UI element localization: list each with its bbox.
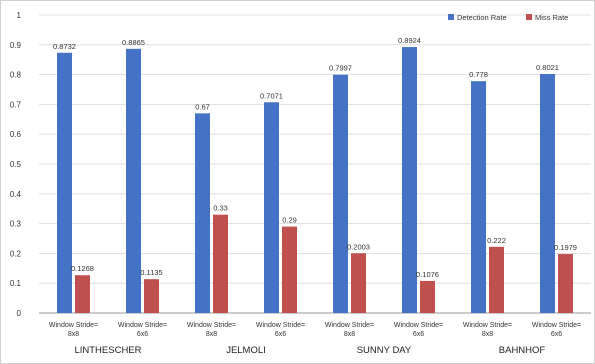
legend-swatch: [448, 14, 454, 20]
miss-rate-bar: [282, 226, 297, 313]
y-tick-label: 0.1: [10, 279, 22, 288]
detection-rate-label: 0.7071: [260, 91, 283, 100]
x-category-label: Window Stride= 6x6: [118, 322, 167, 338]
miss-rate-bar: [420, 280, 435, 313]
detection-rate-bar: [333, 74, 348, 314]
miss-rate-bar: [213, 214, 228, 313]
detection-rate-label: 0.7997: [329, 64, 352, 73]
detection-rate-label: 0.67: [195, 102, 210, 111]
miss-rate-label: 0.222: [487, 236, 506, 245]
detection-rate-bar: [402, 47, 417, 314]
x-category-label: Window Stride= 8x8: [325, 322, 374, 338]
miss-rate-label: 0.1135: [140, 268, 162, 277]
y-tick-label: 0.6: [10, 130, 22, 139]
y-tick-label: 0.8: [10, 71, 22, 80]
y-tick-label: 0.9: [10, 41, 22, 50]
x-category-label: Window Stride= 6x6: [532, 322, 581, 338]
detection-rate-bar: [540, 73, 555, 313]
miss-rate-label: 0.1268: [71, 264, 94, 273]
detection-rate-bar: [57, 52, 72, 313]
miss-rate-label: 0.1979: [554, 243, 577, 252]
x-category-label: Window Stride= 6x6: [394, 322, 443, 338]
detection-rate-label: 0.8924: [398, 36, 421, 45]
x-category-label: Window Stride= 8x8: [49, 322, 98, 338]
miss-rate-bar: [144, 279, 159, 313]
miss-rate-label: 0.2003: [347, 242, 370, 251]
x-category-label: Window Stride= 8x8: [187, 322, 236, 338]
group-label: BAHNHOF: [499, 345, 546, 356]
detection-rate-bar: [471, 81, 486, 313]
detection-rate-bar: [195, 113, 210, 313]
detection-rate-label: 0.8865: [122, 38, 145, 47]
detection-rate-label: 0.778: [469, 70, 488, 79]
x-category-label: Window Stride= 8x8: [463, 322, 512, 338]
miss-rate-label: 0.33: [213, 204, 228, 213]
x-category-label: Window Stride= 6x6: [256, 322, 305, 338]
y-tick-label: 0.5: [10, 160, 22, 169]
miss-rate-bar: [489, 246, 504, 313]
group-label: JELMOLI: [226, 345, 266, 356]
group-label: LINTHESCHER: [74, 345, 141, 356]
y-tick-label: 0.2: [10, 249, 22, 258]
legend-label: Miss Rate: [535, 13, 568, 22]
y-axis: 0 0.1 0.2 0.3 0.4 0.5 0.6 0.7 0.8 0.9 1: [10, 11, 22, 318]
detection-rate-label: 0.8732: [53, 42, 76, 51]
y-tick-label: 1: [17, 11, 22, 20]
miss-rate-bar: [75, 275, 90, 313]
data-labels: 0.8732 0.1268 0.8865 0.1135 0.67 0.33 0.7071 0.…: [53, 36, 577, 279]
y-tick-label: 0.7: [10, 100, 22, 109]
detection-rate-bar: [126, 48, 141, 314]
y-tick-label: 0.4: [10, 190, 22, 199]
y-tick-label: 0.3: [10, 220, 22, 229]
group-label: SUNNY DAY: [357, 345, 412, 356]
miss-rate-label: 0.1076: [416, 270, 439, 279]
legend: Detection Rate Miss Rate: [448, 13, 568, 22]
legend-swatch: [526, 14, 532, 20]
miss-rate-bar: [351, 253, 366, 313]
legend-detection-rate: Detection Rate: [448, 13, 507, 22]
y-tick-label: 0: [17, 309, 22, 318]
group-labels: LINTHESCHER JELMOLI SUNNY DAY BAHNHOF: [74, 345, 545, 356]
miss-rate-bar: [558, 254, 573, 313]
bars: [57, 47, 573, 314]
detection-rate-bar: [264, 102, 279, 313]
detection-rate-label: 0.8021: [536, 63, 559, 72]
legend-miss-rate: Miss Rate: [526, 13, 568, 22]
grid: [39, 14, 591, 314]
x-axis: Window Stride= 8x8 Window Stride= 6x6 Window…: [49, 322, 581, 338]
miss-rate-label: 0.29: [282, 216, 297, 225]
legend-label: Detection Rate: [457, 13, 507, 22]
